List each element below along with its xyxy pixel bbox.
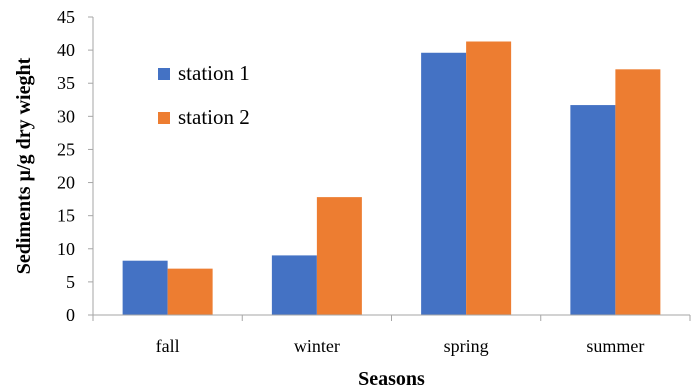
x-axis-title: Seasons bbox=[358, 368, 425, 390]
y-tick-label: 20 bbox=[57, 173, 75, 193]
y-tick-label: 40 bbox=[57, 40, 75, 60]
x-tick-label: summer bbox=[586, 336, 644, 356]
x-tick-label: fall bbox=[156, 336, 180, 356]
y-tick-label: 10 bbox=[57, 239, 75, 259]
y-axis-ticks: 0 5 10 15 20 25 30 35 40 45 bbox=[57, 7, 93, 325]
y-tick-label: 15 bbox=[57, 206, 75, 226]
x-tick-label: winter bbox=[294, 336, 340, 356]
y-tick-label: 5 bbox=[66, 272, 75, 292]
y-axis-title: Sediments µ/g dry wieght bbox=[13, 57, 35, 274]
bar-station-2-summer bbox=[615, 69, 661, 315]
x-axis-ticks: fall winter spring summer bbox=[92, 315, 691, 356]
bars bbox=[122, 41, 661, 315]
bar-station-1-winter bbox=[271, 255, 317, 315]
x-tick-label: spring bbox=[444, 336, 489, 356]
bar-station-2-fall bbox=[167, 268, 213, 315]
bar-station-2-winter bbox=[316, 197, 362, 315]
legend-label: station 1 bbox=[178, 61, 250, 85]
y-tick-label: 30 bbox=[57, 106, 75, 126]
bar-station-1-summer bbox=[570, 105, 616, 315]
legend-swatch-station-1 bbox=[158, 68, 170, 80]
bar-station-2-spring bbox=[466, 41, 512, 315]
y-tick-label: 45 bbox=[57, 7, 75, 27]
bar-station-1-spring bbox=[421, 52, 467, 315]
bar-station-1-fall bbox=[122, 260, 168, 315]
legend-swatch-station-2 bbox=[158, 112, 170, 124]
y-tick-label: 35 bbox=[57, 73, 75, 93]
legend-label: station 2 bbox=[178, 105, 250, 129]
y-tick-label: 0 bbox=[66, 305, 75, 325]
y-tick-label: 25 bbox=[57, 139, 75, 159]
legend: station 1 station 2 bbox=[158, 61, 250, 129]
